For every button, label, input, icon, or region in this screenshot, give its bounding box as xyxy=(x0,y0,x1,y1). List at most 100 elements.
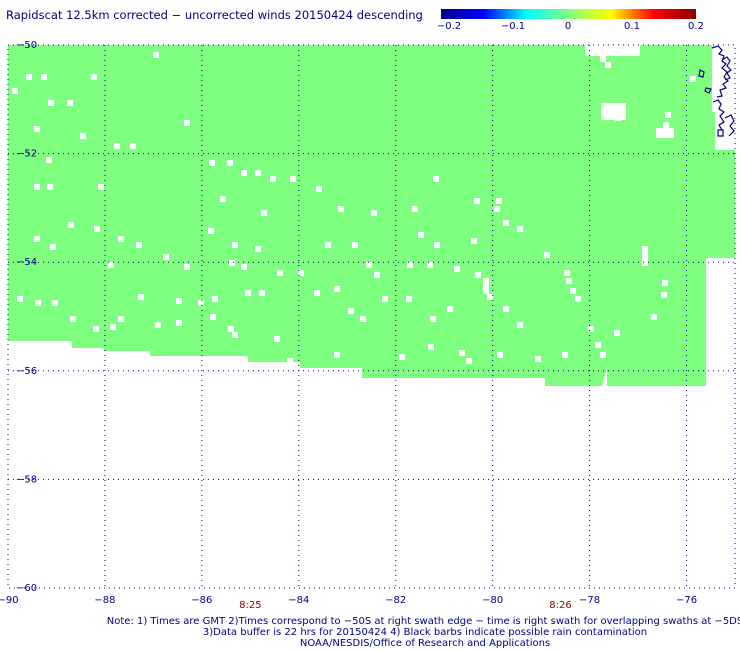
missing-cell xyxy=(91,74,97,80)
lon-tick-label: −76 xyxy=(676,595,697,606)
missing-cell xyxy=(287,358,293,364)
missing-cell xyxy=(570,288,576,294)
missing-cell xyxy=(651,314,657,320)
missing-cell xyxy=(298,270,304,276)
missing-cell xyxy=(245,290,251,296)
missing-cell xyxy=(428,344,434,350)
missing-cell xyxy=(360,316,366,322)
missing-cell xyxy=(176,298,182,304)
footnote-line-2: 3)Data buffer is 22 hrs for 20150424 4) … xyxy=(202,627,648,638)
missing-cell xyxy=(108,262,114,268)
missing-cell xyxy=(110,324,116,330)
missing-cell xyxy=(503,306,509,312)
coastline xyxy=(698,45,735,137)
missing-cell xyxy=(255,246,261,252)
missing-cell xyxy=(600,352,606,358)
missing-cell xyxy=(433,176,439,182)
missing-cell xyxy=(517,322,523,328)
missing-cell xyxy=(382,296,388,302)
missing-cell xyxy=(407,262,413,268)
missing-cell xyxy=(228,326,234,332)
lat-tick-label: −50 xyxy=(16,40,37,51)
missing-cell xyxy=(277,270,283,276)
missing-cell xyxy=(47,184,53,190)
lon-tick-label: −86 xyxy=(191,595,212,606)
missing-cell xyxy=(466,358,472,364)
missing-cell xyxy=(348,308,354,314)
missing-cell xyxy=(399,354,405,360)
missing-cell xyxy=(662,280,668,286)
missing-cell xyxy=(136,242,142,248)
missing-cell xyxy=(118,236,124,242)
missing-cell xyxy=(130,143,136,149)
missing-cell xyxy=(118,316,124,322)
missing-cell xyxy=(496,198,502,204)
missing-cell xyxy=(661,292,667,298)
missing-cell xyxy=(212,296,218,302)
missing-cell xyxy=(334,352,340,358)
lon-tick-label: −82 xyxy=(385,595,406,606)
missing-patch xyxy=(483,278,489,294)
missing-cell xyxy=(600,56,606,62)
lat-tick-label: −56 xyxy=(16,366,37,377)
missing-cell xyxy=(454,266,460,272)
missing-cell xyxy=(270,176,276,182)
missing-cell xyxy=(232,242,238,248)
missing-cell xyxy=(155,322,161,328)
missing-cell xyxy=(475,272,481,278)
colorbar-label: 0.2 xyxy=(688,21,704,32)
missing-cell xyxy=(588,326,594,332)
missing-cell xyxy=(50,244,56,250)
missing-cell xyxy=(114,143,120,149)
missing-cell xyxy=(418,232,424,238)
lon-tick-label: −80 xyxy=(482,595,503,606)
missing-cell xyxy=(70,316,76,322)
missing-cell xyxy=(227,160,233,166)
missing-cell xyxy=(229,260,235,266)
missing-cell xyxy=(34,236,40,242)
colorbar xyxy=(441,9,696,19)
missing-cell xyxy=(138,294,144,300)
missing-cell xyxy=(642,246,648,252)
missing-cell xyxy=(210,314,216,320)
missing-cell xyxy=(325,242,331,248)
colorbar-label: 0 xyxy=(564,21,572,32)
missing-cell xyxy=(41,74,47,80)
missing-cell xyxy=(412,206,418,212)
missing-cell xyxy=(487,294,493,300)
colorbar-label: −0.1 xyxy=(500,21,526,32)
missing-cell xyxy=(80,133,86,139)
missing-cell xyxy=(338,206,344,212)
missing-cell xyxy=(52,300,58,306)
missing-patch xyxy=(642,252,648,266)
missing-cell xyxy=(459,350,465,356)
missing-cell xyxy=(176,320,182,326)
missing-cell xyxy=(566,278,572,284)
missing-cell xyxy=(374,272,380,278)
missing-cell xyxy=(208,228,214,234)
lon-tick-label: −78 xyxy=(579,595,600,606)
missing-cell xyxy=(12,88,18,94)
time-label: 8:26 xyxy=(549,600,571,611)
missing-cell xyxy=(690,76,696,82)
missing-cell xyxy=(562,352,568,358)
colorbar-label: 0.1 xyxy=(624,21,640,32)
footnote-line-3: NOAA/NESDIS/Office of Research and Appli… xyxy=(299,638,551,649)
missing-cell xyxy=(67,100,73,106)
lat-tick-label: −54 xyxy=(16,257,37,268)
missing-cell xyxy=(334,286,340,292)
missing-cell xyxy=(663,122,669,128)
missing-cell xyxy=(198,300,204,306)
lon-tick-label: −90 xyxy=(0,595,19,606)
missing-cell xyxy=(34,184,40,190)
missing-cell xyxy=(220,196,226,202)
missing-cell xyxy=(427,262,433,268)
footnote-line-1: Note: 1) Times are GMT 2)Times correspon… xyxy=(106,616,740,627)
time-label: 8:25 xyxy=(239,600,261,611)
missing-cell xyxy=(259,290,265,296)
missing-cell xyxy=(290,176,296,182)
page-title: Rapidscat 12.5km corrected − uncorrected… xyxy=(6,8,423,22)
missing-cell xyxy=(314,290,320,296)
